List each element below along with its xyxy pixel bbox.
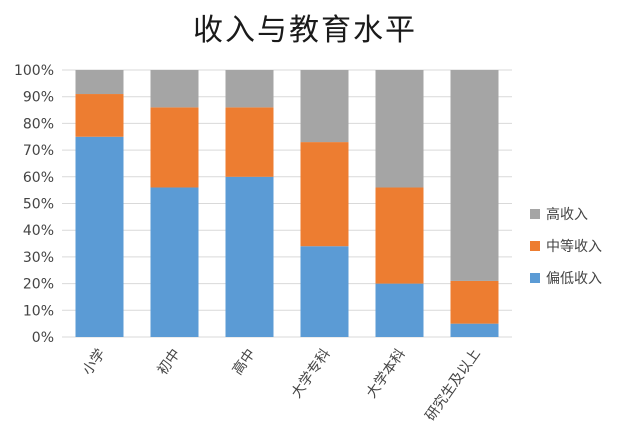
bar-segment	[150, 70, 199, 108]
y-tick-label: 60%	[23, 170, 54, 186]
bar-segment	[75, 94, 124, 137]
x-axis-ticks: 小学 初中 高中 大学专科 大学本科 研究生及以上	[80, 346, 484, 425]
x-tick-label: 小学	[80, 346, 109, 378]
bar-segment	[150, 107, 199, 188]
legend-swatch	[530, 209, 540, 219]
bar-segment	[300, 70, 349, 143]
bar-segment	[450, 280, 499, 324]
y-tick-label: 90%	[23, 90, 54, 106]
legend-label: 中等收入	[546, 238, 602, 255]
y-tick-label: 70%	[23, 143, 54, 159]
x-tick-label: 大学专科	[289, 346, 334, 401]
bar-segment	[450, 323, 499, 337]
chart-title: 收入与教育水平	[193, 13, 417, 48]
bar-segment	[225, 176, 274, 337]
bars	[75, 70, 499, 337]
bar-segment	[300, 142, 349, 247]
y-tick-label: 40%	[23, 223, 54, 239]
bar-segment	[450, 70, 499, 281]
y-tick-label: 80%	[23, 116, 54, 132]
y-axis-ticks: 0% 10% 20% 30% 40% 50% 60% 70% 80% 90% 100%	[14, 63, 54, 346]
bar-segment	[375, 187, 424, 284]
bar-segment	[375, 70, 424, 188]
x-tick-label: 初中	[154, 346, 184, 379]
y-tick-label: 100%	[14, 63, 54, 79]
legend-swatch	[530, 273, 540, 283]
bar-segment	[225, 70, 274, 108]
legend-label: 偏低收入	[546, 271, 602, 287]
bar-segment	[75, 70, 124, 95]
x-tick-label: 高中	[229, 346, 259, 379]
bar-segment	[75, 136, 124, 337]
gridlines	[62, 69, 512, 338]
legend-swatch	[530, 241, 540, 251]
y-tick-label: 20%	[23, 277, 54, 293]
y-tick-label: 50%	[23, 197, 54, 213]
bar-segment	[225, 107, 274, 177]
y-tick-label: 30%	[23, 250, 54, 266]
x-tick-label: 研究生及以上	[422, 346, 483, 424]
bar-segment	[150, 187, 199, 337]
legend-label: 高收入	[546, 206, 588, 223]
x-tick-label: 大学本科	[364, 346, 409, 401]
bar-segment	[300, 246, 349, 337]
y-tick-label: 0%	[32, 330, 54, 346]
bar-segment	[375, 283, 424, 337]
y-tick-label: 10%	[23, 303, 54, 319]
